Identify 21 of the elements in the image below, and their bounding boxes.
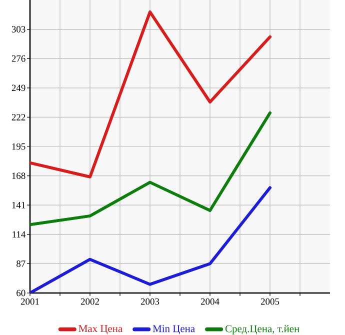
y-tick-label: 141	[12, 202, 26, 208]
legend-label: Сред.Цена, т.йен	[225, 325, 300, 334]
x-tick-label: 2004	[200, 298, 220, 305]
y-tick-label: 303	[12, 26, 26, 32]
y-tick-label: 60	[16, 290, 26, 296]
y-tick-label: 249	[12, 84, 26, 92]
y-tick-label: 168	[12, 172, 26, 179]
legend-label: Min Цена	[152, 325, 195, 334]
line-series	[30, 186, 272, 293]
y-tick-label: 276	[12, 55, 26, 62]
y-tick-label: 195	[12, 143, 26, 150]
legend-label: Max Цена	[78, 325, 122, 334]
x-tick-label: 2001	[20, 298, 39, 305]
line-series	[30, 111, 272, 226]
x-tick-label: 2005	[260, 298, 280, 305]
y-tick-label: 114	[12, 231, 26, 238]
x-tick-label: 2003	[140, 298, 160, 305]
y-tick-label: 87	[16, 260, 26, 267]
y-tick-label: 222	[12, 114, 26, 120]
x-tick-label: 2002	[80, 298, 99, 305]
line-series	[30, 10, 272, 178]
